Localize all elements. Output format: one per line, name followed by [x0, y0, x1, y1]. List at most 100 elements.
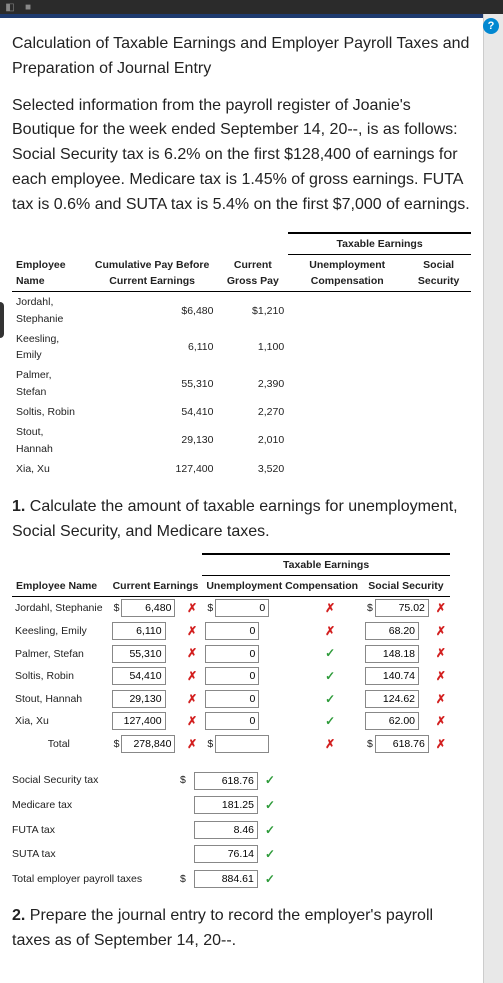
table-row: Keesling, Emily6,1101,100 — [12, 329, 471, 366]
tax-label: Medicare tax — [12, 797, 172, 813]
x-icon: ✗ — [186, 599, 198, 618]
payroll-info-table: Taxable Earnings Employee Name Cumulativ… — [12, 232, 471, 479]
table-row: Jordahl, Stephanie$6,480$1,210 — [12, 292, 471, 329]
cell-unemp — [288, 329, 406, 366]
social-security-input[interactable] — [365, 712, 419, 730]
intro-paragraph: Selected information from the payroll re… — [12, 94, 471, 218]
check-icon: ✓ — [324, 667, 336, 686]
cell-gross: 1,100 — [217, 329, 288, 366]
cell-ss — [362, 620, 432, 643]
cell-name: Xia, Xu — [12, 710, 109, 733]
current-earnings-input[interactable] — [121, 599, 175, 617]
currency-symbol: $ — [112, 602, 122, 614]
employer-taxes-list: Social Security tax$✓Medicare tax✓FUTA t… — [12, 771, 471, 888]
cell-gross: 2,390 — [217, 365, 288, 402]
current-earnings-input[interactable] — [112, 622, 166, 640]
check-icon: ✓ — [264, 821, 276, 840]
social-security-input[interactable] — [375, 599, 429, 617]
unemployment-input[interactable] — [215, 599, 269, 617]
x-icon: ✗ — [435, 735, 447, 754]
currency-symbol: $ — [205, 602, 215, 614]
content-inner: Calculation of Taxable Earnings and Empl… — [0, 18, 483, 972]
unemployment-input[interactable] — [205, 690, 259, 708]
table-row: Stout, Hannah29,1302,010 — [12, 422, 471, 459]
cell-current — [109, 665, 184, 688]
q2-prompt: 2. Prepare the journal entry to record t… — [12, 904, 471, 954]
cell-name: Xia, Xu — [12, 459, 87, 479]
cell-ss — [362, 642, 432, 665]
cell-unemp-total: $ — [202, 733, 321, 756]
q2-number: 2. — [12, 907, 25, 924]
unemployment-input[interactable] — [205, 622, 259, 640]
check-icon: ✓ — [264, 771, 276, 790]
tax-row: Medicare tax✓ — [12, 796, 471, 815]
tax-row: Social Security tax$✓ — [12, 771, 471, 790]
current-earnings-input[interactable] — [112, 667, 166, 685]
table-total-row: Total$✗$✗$✗ — [12, 733, 450, 756]
left-drawer-tab[interactable] — [0, 302, 4, 338]
unemployment-input[interactable] — [205, 712, 259, 730]
cell-name: Palmer, Stefan — [12, 365, 87, 402]
cell-ss-total: $ — [362, 733, 432, 756]
social-security-total-input[interactable] — [375, 735, 429, 753]
q1-text: Calculate the amount of taxable earnings… — [12, 498, 458, 540]
right-scroll-rail[interactable] — [483, 14, 503, 983]
help-button[interactable]: ? — [483, 18, 499, 34]
check-icon: ✓ — [264, 845, 276, 864]
cell-cumulative: 127,400 — [87, 459, 218, 479]
cell-gross: 2,010 — [217, 422, 288, 459]
tax-row: FUTA tax✓ — [12, 821, 471, 840]
social-security-input[interactable] — [365, 622, 419, 640]
table-row: Jordahl, Stephanie$✗$✗$✗ — [12, 597, 450, 620]
cell-current — [109, 710, 184, 733]
current-earnings-input[interactable] — [112, 690, 166, 708]
current-earnings-input[interactable] — [112, 712, 166, 730]
social-security-input[interactable] — [365, 690, 419, 708]
unemployment-input[interactable] — [205, 645, 259, 663]
x-icon: ✗ — [186, 690, 198, 709]
tax-value-input[interactable] — [194, 796, 258, 814]
tax-value-input[interactable] — [194, 870, 258, 888]
q1-col-unemp: Unemployment Compensation — [202, 575, 362, 596]
col-cumulative: Cumulative Pay Before Current Earnings — [87, 254, 218, 292]
app-icon-1: ◧ — [4, 1, 16, 13]
current-earnings-total-input[interactable] — [121, 735, 175, 753]
x-icon: ✗ — [435, 622, 447, 641]
tax-row: Total employer payroll taxes$✓ — [12, 870, 471, 889]
cell-name: Soltis, Robin — [12, 402, 87, 422]
social-security-input[interactable] — [365, 645, 419, 663]
social-security-input[interactable] — [365, 667, 419, 685]
cell-ss — [406, 459, 471, 479]
q1-col-ss: Social Security — [362, 575, 450, 596]
current-earnings-input[interactable] — [112, 645, 166, 663]
group-header-taxable: Taxable Earnings — [288, 233, 471, 255]
tax-row: SUTA tax✓ — [12, 845, 471, 864]
unemployment-total-input[interactable] — [215, 735, 269, 753]
check-icon: ✓ — [324, 690, 336, 709]
cell-name: Stout, Hannah — [12, 688, 109, 711]
taxable-earnings-entry-table: Taxable Earnings Employee Name Current E… — [12, 553, 450, 756]
cell-ss — [406, 365, 471, 402]
unemployment-input[interactable] — [205, 667, 259, 685]
q2-text: Prepare the journal entry to record the … — [12, 907, 433, 949]
x-icon: ✗ — [186, 667, 198, 686]
table-row: Xia, Xu127,4003,520 — [12, 459, 471, 479]
app-icon-2: ■ — [22, 1, 34, 13]
table-row: Keesling, Emily✗✗✗ — [12, 620, 450, 643]
tax-value-input[interactable] — [194, 772, 258, 790]
window-top-bar: ◧ ■ — [0, 0, 503, 14]
tax-value-input[interactable] — [194, 845, 258, 863]
cell-current — [109, 688, 184, 711]
cell-current — [109, 620, 184, 643]
cell-ss — [406, 292, 471, 329]
cell-gross: 3,520 — [217, 459, 288, 479]
check-icon: ✓ — [264, 870, 276, 889]
q1-group-header: Taxable Earnings — [202, 554, 450, 576]
cell-name: Soltis, Robin — [12, 665, 109, 688]
tax-value-input[interactable] — [194, 821, 258, 839]
cell-name: Jordahl, Stephanie — [12, 292, 87, 329]
page-title: Calculation of Taxable Earnings and Empl… — [12, 32, 471, 82]
cell-unemp — [288, 402, 406, 422]
cell-unemp — [202, 688, 321, 711]
cell-cumulative: 55,310 — [87, 365, 218, 402]
